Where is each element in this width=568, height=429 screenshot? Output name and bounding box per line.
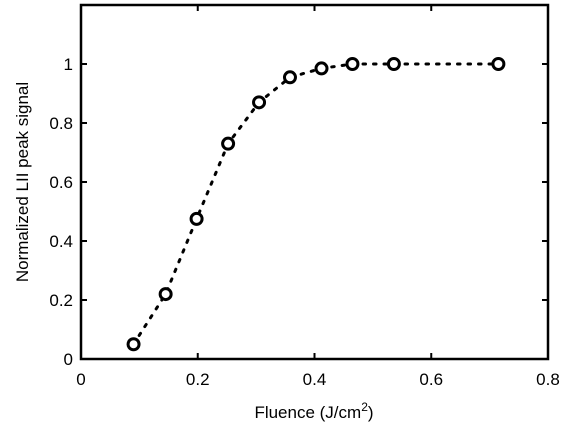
x-tick-label: 0.6	[419, 370, 443, 389]
y-axis-label: Normalized LII peak signal	[13, 82, 32, 282]
data-point	[158, 287, 173, 302]
y-tick-label: 1	[64, 55, 73, 74]
x-tick-label: 0.4	[303, 370, 327, 389]
x-tick-label: 0.8	[536, 370, 560, 389]
data-point	[282, 70, 297, 85]
data-point	[126, 337, 141, 352]
x-axis-label-suffix: )	[368, 403, 374, 422]
x-tick-label: 0.2	[186, 370, 210, 389]
x-axis-label-superscript: 2	[361, 400, 368, 414]
data-point	[252, 95, 267, 110]
plot-area	[79, 3, 550, 361]
tick-labels: 0 0.2 0.4 0.6 0.8 0 0.2 0.4 0.6 0.8 1	[49, 55, 559, 389]
data-point	[386, 57, 401, 71]
y-tick-label: 0	[64, 350, 73, 369]
data-point	[314, 61, 329, 76]
data-point	[345, 57, 360, 71]
y-tick-label: 0.6	[49, 173, 73, 192]
x-tick-label: 0	[76, 370, 85, 389]
y-tick-label: 0.2	[49, 291, 73, 310]
data-point	[491, 57, 506, 71]
series-dotted-line	[132, 62, 500, 346]
x-axis-label: Fluence (J/cm2)	[254, 400, 373, 422]
data-point	[221, 136, 236, 151]
y-tick-label: 0.4	[49, 232, 73, 251]
y-tick-label: 0.8	[49, 114, 73, 133]
data-point	[189, 211, 204, 226]
tick-marks	[80, 5, 549, 360]
data-markers	[126, 57, 506, 352]
